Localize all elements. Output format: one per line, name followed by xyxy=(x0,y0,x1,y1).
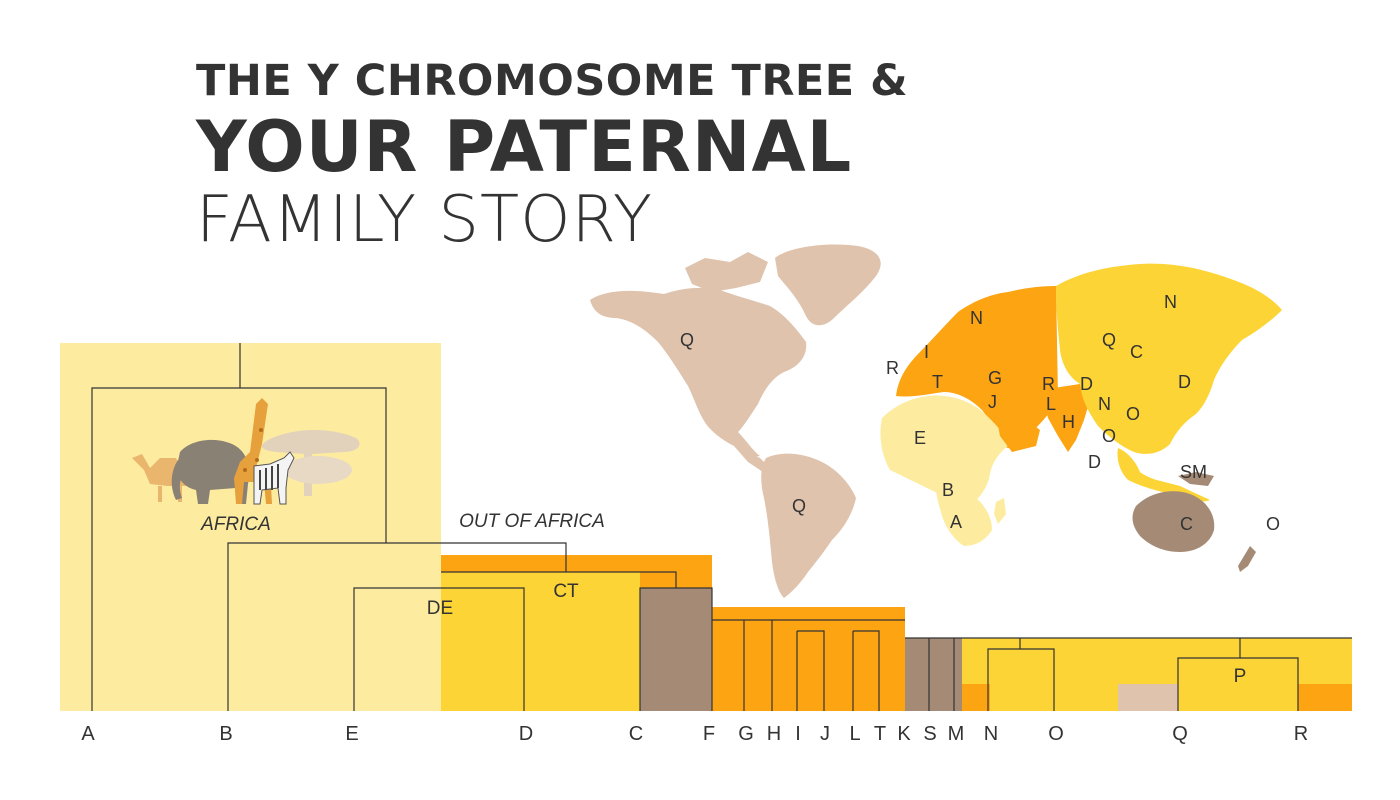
haplogroup-label-f: F xyxy=(703,723,715,745)
map-label: C xyxy=(1180,514,1193,534)
map-australia xyxy=(1132,491,1215,552)
tree-node-c-f xyxy=(639,587,713,711)
map-label: L xyxy=(1046,394,1056,414)
k-band-brown xyxy=(905,638,962,711)
haplogroup-label-i: I xyxy=(795,723,801,745)
haplogroup-label-l: L xyxy=(849,723,860,745)
map-east-asia xyxy=(1056,263,1282,454)
haplogroup-label-e: E xyxy=(345,723,358,745)
haplogroup-label-s: S xyxy=(923,723,936,745)
map-europe xyxy=(896,286,1058,449)
tree-lines xyxy=(91,343,1352,711)
tree-node-ij xyxy=(797,630,825,711)
f-band-orange xyxy=(712,607,905,711)
title-line-1: THE Y CHROMOSOME TREE & xyxy=(196,56,909,106)
haplogroup-label-o: O xyxy=(1048,723,1064,745)
tree-node-a-bt xyxy=(91,387,387,711)
haplogroup-label-n: N xyxy=(984,723,998,745)
map-label: A xyxy=(950,512,962,532)
map-japan xyxy=(1190,360,1208,398)
elephant-icon xyxy=(171,439,250,504)
map-label: C xyxy=(1130,342,1143,362)
r-band-orange xyxy=(1298,684,1352,711)
haplogroup-label-b: B xyxy=(219,723,232,745)
map-label: O xyxy=(1266,514,1280,534)
map-north-africa xyxy=(880,395,1010,508)
title-line-2: YOUR PATERNAL xyxy=(196,106,853,188)
africa-label: AFRICA xyxy=(200,514,271,535)
map-label: Q xyxy=(792,496,806,516)
africa-band xyxy=(60,343,441,711)
haplogroup-label-a: A xyxy=(81,723,95,745)
haplogroup-label-g: G xyxy=(738,723,754,745)
map-southern-africa xyxy=(935,478,992,546)
haplogroup-axis: A B E D C F G H I J L T K S M N O Q R xyxy=(81,723,1308,745)
map-label: O xyxy=(1102,426,1116,446)
map-label: Q xyxy=(1102,330,1116,350)
map-southeast-asia xyxy=(1117,448,1210,502)
haplogroup-label-j: J xyxy=(820,723,830,745)
haplogroup-label-r: R xyxy=(1294,723,1308,745)
map-label: SM xyxy=(1180,462,1207,482)
map-label: R xyxy=(1042,374,1055,394)
map-greenland xyxy=(775,244,881,326)
map-south-america xyxy=(761,453,856,598)
bush-icon xyxy=(284,456,352,484)
map-labels: Q Q E B A R I N T G J R L H D N O O D Q … xyxy=(680,292,1280,534)
africa-animals-illustration xyxy=(132,398,360,505)
map-label: N xyxy=(1098,394,1111,414)
map-label: H xyxy=(1062,412,1075,432)
map-label: N xyxy=(970,308,983,328)
map-madagascar xyxy=(994,498,1006,524)
map-new-guinea xyxy=(1178,472,1214,486)
map-label: N xyxy=(1164,292,1177,312)
world-map: Q Q E B A R I N T G J R L H D N O O D Q … xyxy=(590,244,1282,598)
map-label: E xyxy=(914,428,926,448)
haplogroup-label-t: T xyxy=(874,723,886,745)
map-label: D xyxy=(1088,452,1101,472)
haplogroup-label-m: M xyxy=(948,723,965,745)
haplogroup-label-q: Q xyxy=(1172,723,1188,745)
tree-leaf-o xyxy=(1020,648,1055,711)
map-label: J xyxy=(988,392,997,412)
n-band-orange xyxy=(962,684,990,711)
map-label: I xyxy=(924,342,929,362)
map-north-america xyxy=(590,287,807,457)
haplogroup-label-k: K xyxy=(897,723,911,745)
q-band-tan xyxy=(1118,684,1178,711)
c-branch-brown xyxy=(640,588,712,711)
map-label: T xyxy=(932,372,943,392)
map-arctic-islands xyxy=(685,252,768,292)
map-label: D xyxy=(1080,374,1093,394)
haplogroup-label-c: C xyxy=(629,723,643,745)
tree-node-de-e xyxy=(353,587,525,711)
tree-node-no xyxy=(987,638,1021,711)
haplogroup-label-d: D xyxy=(519,723,533,745)
map-label: Q xyxy=(680,330,694,350)
title-line-3: FAMILY STORY xyxy=(196,183,653,257)
map-label: G xyxy=(988,368,1002,388)
zebra-icon xyxy=(253,451,295,505)
map-label: B xyxy=(942,480,954,500)
out-of-africa-label: OUT OF AFRICA xyxy=(459,511,605,532)
out-of-africa-band-yellow xyxy=(441,572,640,711)
node-label-p: P xyxy=(1234,666,1247,687)
map-label: D xyxy=(1178,372,1191,392)
map-label: O xyxy=(1126,404,1140,424)
tree-leaf-r xyxy=(1240,657,1299,711)
map-label: R xyxy=(886,358,899,378)
map-arabia xyxy=(996,414,1040,452)
tree-node-b-ct xyxy=(227,542,567,711)
tree-node-lt xyxy=(853,630,880,711)
node-label-ct: CT xyxy=(553,581,579,602)
tree-node-p xyxy=(1177,638,1241,711)
tree-node-ct xyxy=(441,571,677,588)
haplogroup-label-h: H xyxy=(767,723,781,745)
map-new-zealand xyxy=(1238,546,1256,572)
map-south-asia xyxy=(1040,384,1090,452)
node-label-de: DE xyxy=(427,598,453,619)
